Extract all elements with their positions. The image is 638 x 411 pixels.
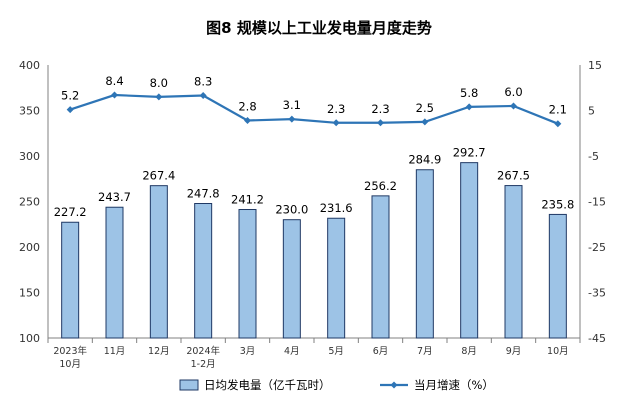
growth-line	[69, 93, 559, 125]
right-axis-tick-label: 5	[588, 105, 595, 118]
bar-data-label: 243.7	[98, 190, 131, 204]
legend: 日均发电量（亿千瓦时） 当月增速（%）	[179, 378, 494, 392]
line-labels: 5.2 8.4 8.0 8.3 2.8 3.1 2.3 2.3 2.5 5.8 6.0 2.1	[61, 74, 567, 117]
bar	[238, 209, 257, 339]
line-data-label: 3.1	[283, 98, 301, 112]
left-axis-tick-label: 200	[19, 241, 40, 254]
bar-labels: 227.2 243.7 267.4 247.8 241.2 230.0 231.6 256.2…	[54, 146, 575, 220]
line-data-label: 2.5	[416, 101, 434, 115]
bar	[61, 221, 80, 339]
x-axis-tick-label: 10月	[59, 359, 81, 370]
x-axis-tick-label: 1-2月	[191, 359, 216, 370]
line-point	[510, 102, 517, 110]
left-axis-tick-label: 300	[19, 150, 40, 163]
bar-data-label: 284.9	[408, 153, 441, 167]
line-series	[66, 91, 562, 128]
x-axis-tick-label: 9月	[506, 346, 522, 357]
bar	[548, 213, 567, 339]
left-axis-tick-label: 150	[19, 287, 40, 300]
x-axis-tick-label: 12月	[148, 346, 170, 357]
line-point	[66, 106, 74, 114]
bar	[194, 203, 213, 339]
line-data-label: 2.3	[327, 102, 345, 116]
line-point	[377, 119, 384, 127]
x-axis-tick-label: 8月	[461, 346, 477, 357]
line-data-label: 2.8	[238, 100, 256, 114]
bar-data-label: 241.2	[231, 193, 264, 207]
right-axis-tick-label: -35	[588, 287, 606, 300]
line-point	[554, 120, 562, 128]
legend-line-marker	[390, 381, 398, 389]
bar	[371, 195, 390, 339]
right-axis-tick-label: -45	[588, 332, 606, 345]
right-axis-tick-label: -15	[588, 196, 606, 209]
x-axis-tick-label: 3月	[240, 346, 256, 357]
bar-data-label: 267.4	[142, 169, 175, 183]
line-data-label: 2.3	[371, 102, 389, 116]
bar-data-label: 267.5	[497, 169, 530, 183]
bar-data-label: 231.6	[320, 201, 353, 215]
bar	[105, 206, 124, 339]
line-point	[199, 91, 207, 99]
x-axis-tick-label: 5月	[328, 346, 344, 357]
axes: 100 150 200 250 300 350 400 -45 -35 -25 -15 -5 5 15	[19, 59, 606, 345]
line-point	[155, 93, 163, 101]
bar-data-label: 292.7	[453, 146, 486, 160]
line-data-label: 8.0	[150, 76, 168, 90]
line-point	[288, 115, 296, 123]
line-data-label: 6.0	[504, 85, 522, 99]
x-axis-labels: 2023年 10月 11月 12月 2024年 1-2月 3月 4月 5月 6月 7月 8月 9月 10月	[53, 345, 568, 370]
bar	[327, 217, 346, 339]
bar-data-label: 227.2	[54, 205, 87, 219]
bar	[504, 185, 523, 339]
bar-data-label: 247.8	[187, 187, 220, 201]
bar	[149, 185, 168, 339]
x-axis-tick-label: 11月	[104, 346, 126, 357]
line-point	[244, 117, 251, 125]
right-axis-tick-label: -25	[588, 241, 606, 254]
legend-bar-label: 日均发电量（亿千瓦时）	[204, 378, 331, 392]
line-point	[421, 118, 429, 126]
bar-data-label: 230.0	[275, 203, 308, 217]
left-axis-tick-label: 100	[19, 332, 40, 345]
left-axis-tick-label: 350	[19, 105, 40, 118]
right-axis-tick-label: -5	[588, 150, 599, 163]
left-axis-tick-label: 400	[19, 59, 40, 72]
line-data-label: 5.2	[61, 89, 79, 103]
legend-bar-swatch	[179, 379, 199, 391]
line-data-label: 2.1	[549, 103, 567, 117]
bar	[282, 219, 301, 339]
bar	[460, 162, 479, 339]
legend-line-label: 当月增速（%）	[414, 378, 494, 392]
right-axis-tick-label: 15	[588, 59, 602, 72]
left-axis-tick-label: 250	[19, 196, 40, 209]
bar-data-label: 256.2	[364, 179, 397, 193]
line-data-label: 5.8	[460, 86, 478, 100]
x-axis-tick-label: 7月	[417, 346, 433, 357]
line-point	[332, 119, 340, 127]
chart-title: 图8 规模以上工业发电量月度走势	[206, 19, 432, 37]
x-axis-tick-label: 2023年	[53, 345, 87, 357]
x-axis-tick-label: 2024年	[186, 345, 220, 357]
line-point	[111, 91, 118, 99]
bar-data-label: 235.8	[541, 197, 574, 211]
bar	[415, 169, 434, 339]
x-axis-tick-label: 4月	[284, 346, 300, 357]
bar-series	[61, 162, 567, 339]
x-axis-tick-label: 10月	[547, 346, 569, 357]
line-data-label: 8.3	[194, 74, 212, 88]
x-axis-tick-label: 6月	[373, 346, 389, 357]
line-point	[465, 103, 473, 111]
line-data-label: 8.4	[105, 74, 123, 88]
